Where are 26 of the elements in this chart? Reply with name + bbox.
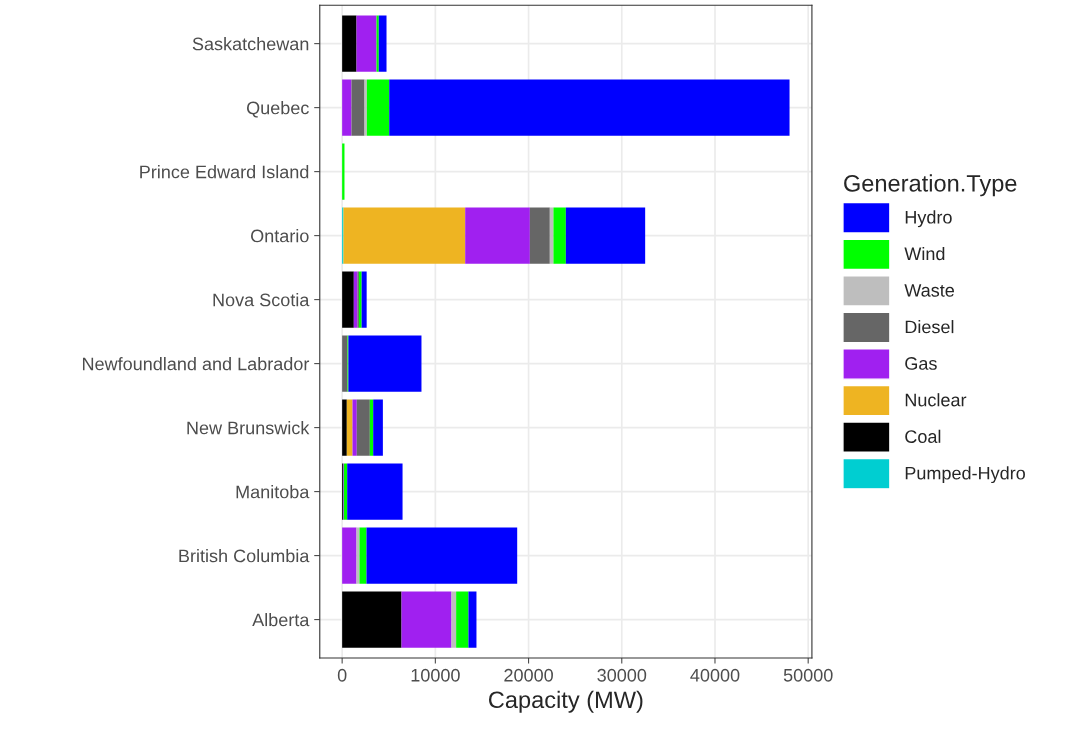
- legend-label: Gas: [905, 357, 937, 370]
- y-tick-label: British Columbia: [179, 549, 310, 563]
- x-tick-label: 0: [337, 668, 347, 682]
- legend-label: Coal: [905, 429, 941, 443]
- legend-title: Generation.Type: [844, 174, 1017, 197]
- legend-label: Pumped-Hydro: [905, 466, 1025, 484]
- x-tick-label: 40000: [690, 668, 740, 682]
- x-tick-label: 10000: [411, 668, 460, 682]
- y-tick-label: Nova Scotia: [213, 293, 310, 307]
- y-tick-label: Ontario: [251, 229, 309, 243]
- y-tick-label: Quebec: [246, 101, 309, 118]
- legend-label: Waste: [904, 284, 955, 297]
- legend-label: Hydro: [905, 210, 952, 228]
- y-tick-label: Newfoundland and Labrador: [82, 357, 310, 371]
- y-tick-label: Prince Edward Island: [140, 165, 309, 179]
- x-tick-label: 20000: [504, 668, 553, 682]
- legend-label: Diesel: [905, 320, 954, 334]
- x-axis-title: Capacity (MW): [489, 690, 643, 713]
- x-tick-label: 50000: [783, 668, 833, 682]
- y-tick-label: Manitoba: [236, 485, 310, 499]
- y-tick-label: New Brunswick: [187, 421, 310, 435]
- legend-label: Nuclear: [905, 393, 967, 407]
- y-tick-label: Saskatchewan: [192, 37, 309, 51]
- x-tick-label: 30000: [597, 668, 647, 682]
- y-tick-label: Alberta: [252, 613, 310, 627]
- legend-label: Wind: [904, 246, 945, 261]
